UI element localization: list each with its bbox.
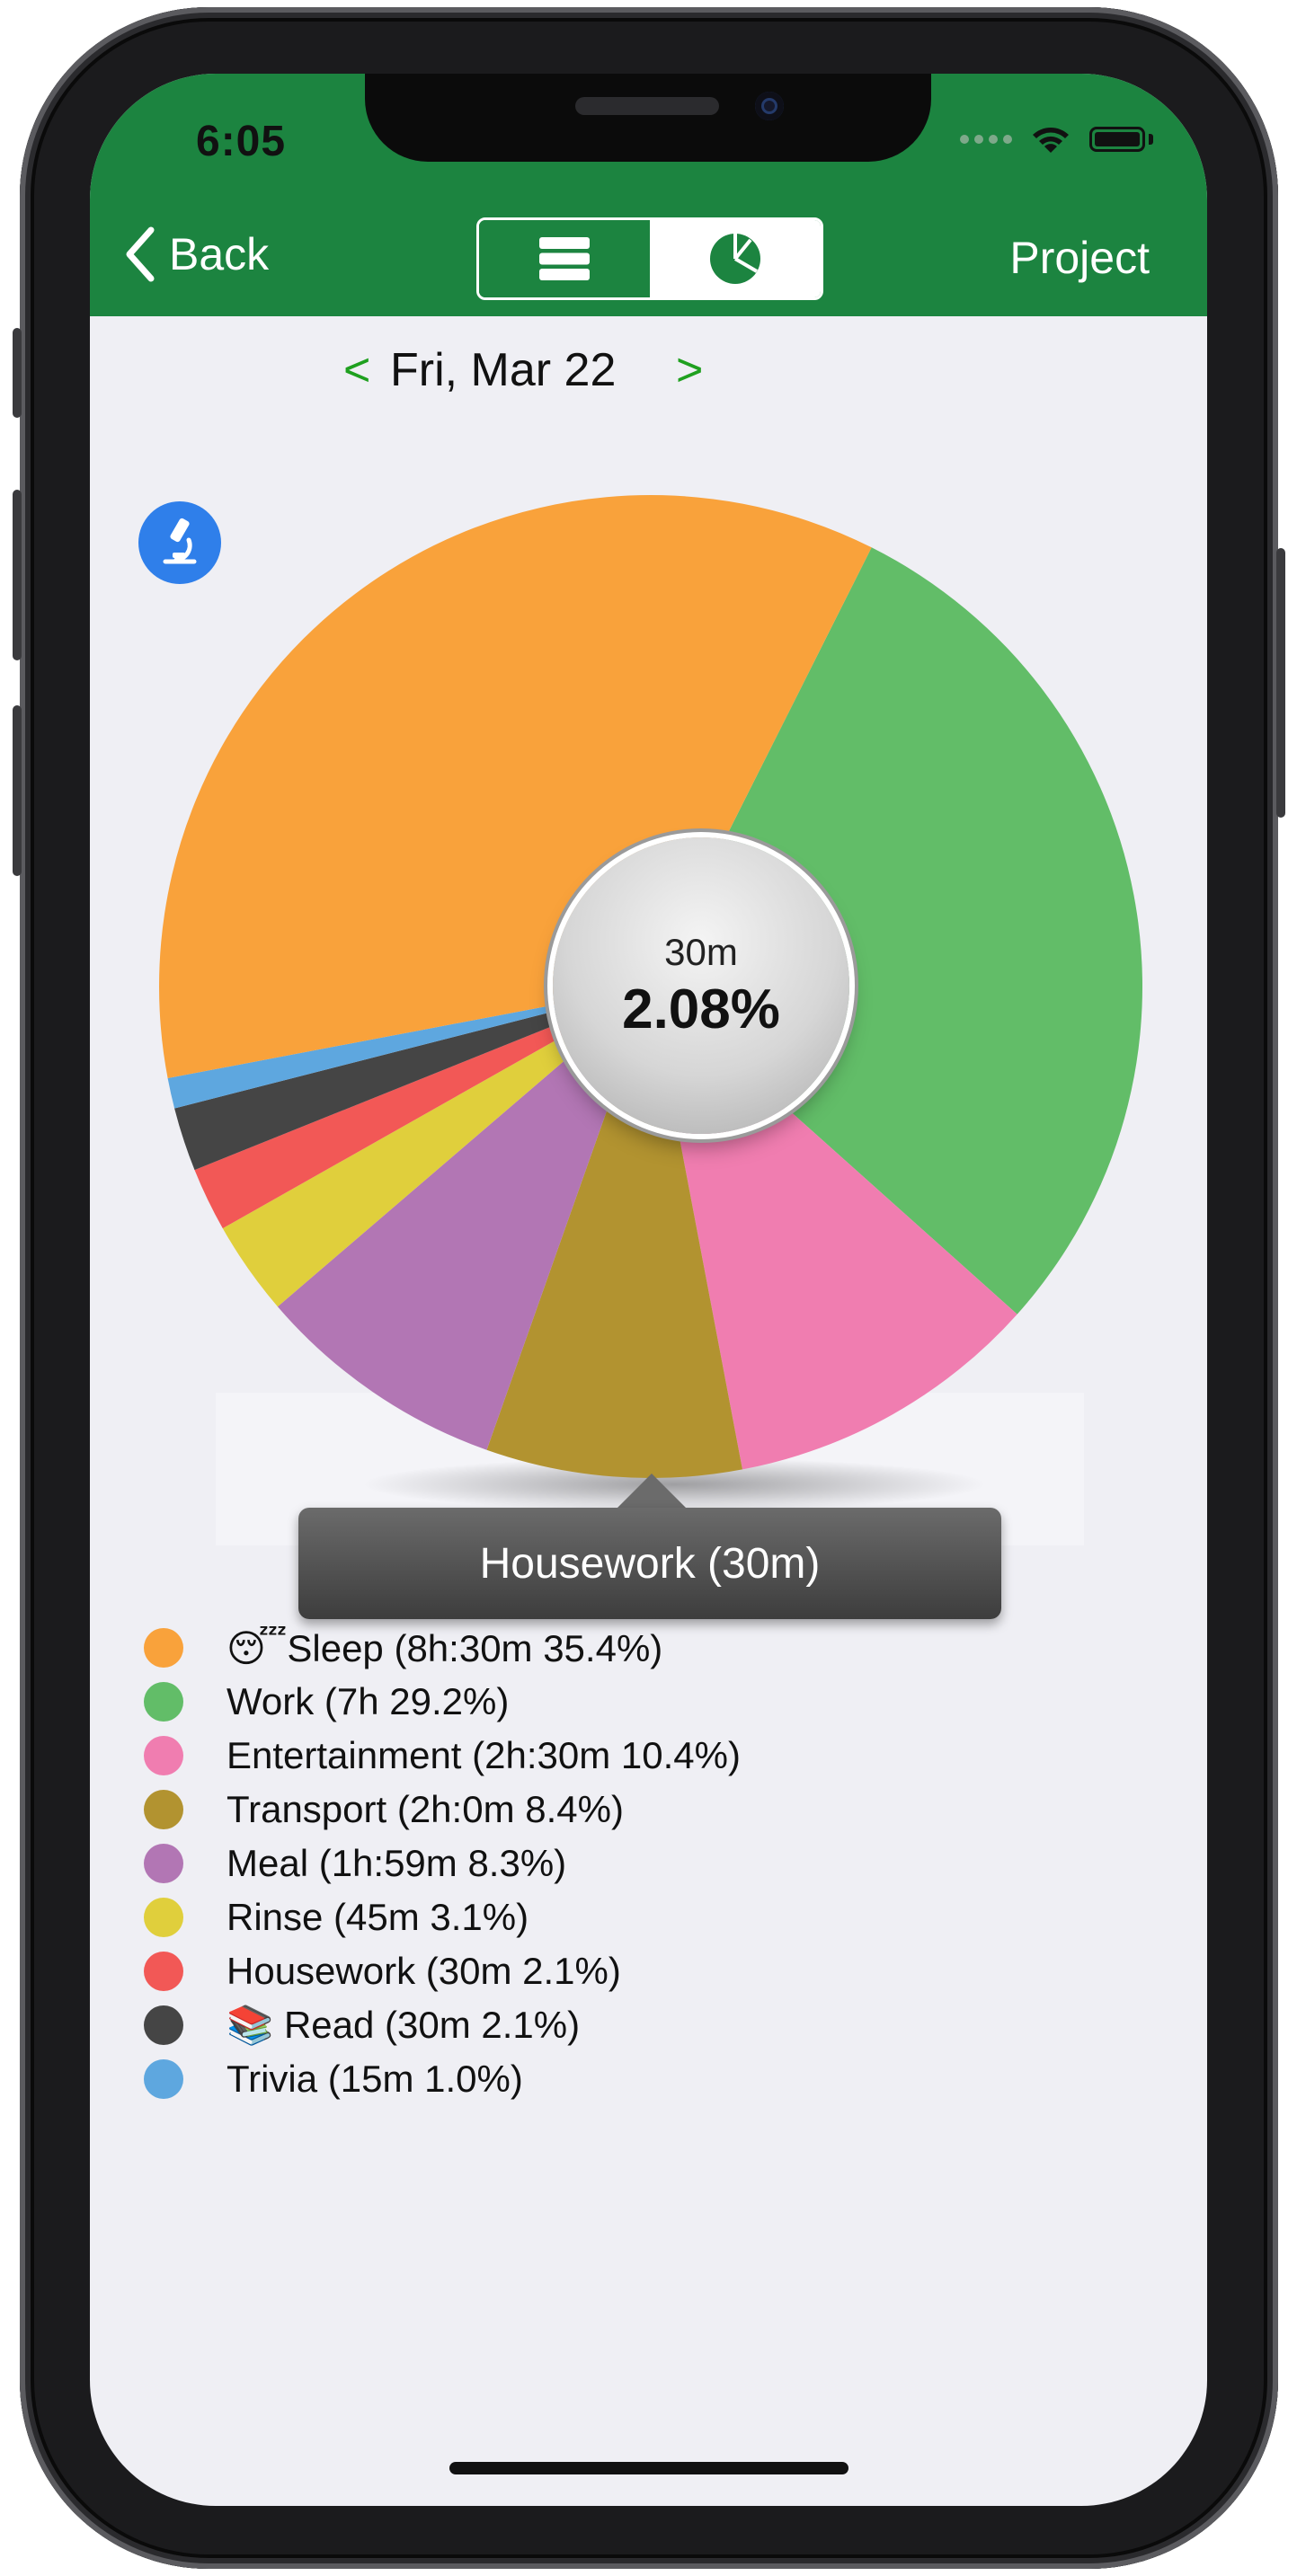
mute-switch: [13, 328, 22, 418]
back-button[interactable]: Back: [124, 226, 269, 282]
status-icons: [960, 122, 1153, 156]
legend-item-rinse[interactable]: Rinse (45m 3.1%): [144, 1890, 1133, 1944]
pie-slice-read[interactable]: [174, 987, 652, 1171]
chevron-left-icon: [126, 226, 155, 282]
legend-item-trivia[interactable]: Trivia (15m 1.0%): [144, 2052, 1133, 2106]
legend-item-transport[interactable]: Transport (2h:0m 8.4%): [144, 1783, 1133, 1837]
pie-center-knob[interactable]: 30m 2.08%: [553, 837, 849, 1134]
legend-item-housework[interactable]: Housework (30m 2.1%): [144, 1944, 1133, 1998]
next-day-button[interactable]: >: [676, 344, 704, 396]
legend-label: Housework (30m 2.1%): [227, 1950, 621, 1992]
legend-color-dot: [144, 2005, 183, 2045]
project-button[interactable]: Project: [1009, 233, 1150, 283]
date-label: Fri, Mar 22: [390, 344, 617, 396]
legend-item-work[interactable]: Work (7h 29.2%): [144, 1675, 1133, 1729]
battery-icon: [1089, 127, 1145, 152]
pie-slice-housework[interactable]: [194, 987, 652, 1229]
selected-duration: 30m: [664, 930, 738, 973]
selection-tooltip: Housework (30m): [298, 1508, 1001, 1619]
legend-item-entertainment[interactable]: Entertainment (2h:30m 10.4%): [144, 1729, 1133, 1783]
pie-slice-meal[interactable]: [277, 987, 651, 1450]
legend-label: Rinse (45m 3.1%): [227, 1896, 529, 1938]
legend-label: 😴Sleep (8h:30m 35.4%): [227, 1626, 663, 1669]
list-icon: [539, 237, 590, 280]
status-time: 6:05: [196, 118, 287, 165]
legend-color-dot: [144, 2059, 183, 2099]
home-indicator[interactable]: [449, 2462, 848, 2474]
power-button: [1276, 548, 1285, 818]
back-label: Back: [169, 229, 270, 279]
segment-pie-view[interactable]: [650, 220, 821, 297]
legend-color-dot: [144, 1844, 183, 1883]
view-segmented-control: [476, 217, 823, 300]
legend-color-dot: [144, 1790, 183, 1829]
legend-item-sleep[interactable]: 😴Sleep (8h:30m 35.4%): [144, 1621, 1133, 1675]
legend-color-dot: [144, 1736, 183, 1775]
pie-slice-rinse[interactable]: [222, 987, 652, 1307]
legend-label: Trivia (15m 1.0%): [227, 2058, 523, 2100]
analysis-button[interactable]: [138, 501, 221, 584]
selected-percent: 2.08%: [622, 978, 780, 1040]
front-camera: [755, 92, 784, 120]
legend-label: Work (7h 29.2%): [227, 1680, 510, 1722]
pie-slice-trivia[interactable]: [167, 987, 652, 1109]
pie-slice-transport[interactable]: [486, 987, 743, 1479]
chart-legend: 😴Sleep (8h:30m 35.4%) Work (7h 29.2%) Ente…: [144, 1621, 1133, 2106]
volume-up-button: [13, 490, 22, 660]
legend-color-dot: [144, 1628, 183, 1668]
wifi-icon: [1033, 128, 1069, 153]
legend-color-dot: [144, 1898, 183, 1937]
pie-chart-icon: [710, 234, 760, 284]
legend-color-dot: [144, 1682, 183, 1722]
previous-day-button[interactable]: <: [343, 344, 371, 396]
segment-list-view[interactable]: [479, 220, 650, 297]
legend-item-read[interactable]: 📚 Read (30m 2.1%): [144, 1998, 1133, 2052]
volume-down-button: [13, 705, 22, 876]
pie-chart[interactable]: [90, 74, 1207, 1601]
pie-slice-work[interactable]: [651, 547, 1143, 1315]
tooltip-arrow: [616, 1474, 688, 1509]
signal-icon: [960, 135, 1012, 144]
legend-label: Transport (2h:0m 8.4%): [227, 1788, 624, 1830]
notch: [365, 74, 931, 162]
legend-label: Meal (1h:59m 8.3%): [227, 1842, 567, 1884]
microscope-icon: [163, 518, 197, 564]
legend-item-meal[interactable]: Meal (1h:59m 8.3%): [144, 1837, 1133, 1890]
screen: 6:05 Back: [90, 74, 1207, 2506]
speaker-grille: [575, 97, 719, 115]
legend-label: 📚 Read (30m 2.1%): [227, 2003, 581, 2046]
legend-label: Entertainment (2h:30m 10.4%): [227, 1734, 741, 1776]
battery-tip: [1149, 134, 1153, 145]
legend-color-dot: [144, 1952, 183, 1991]
date-navigator: < Fri, Mar 22 >: [90, 343, 1207, 415]
pie-slice-sleep[interactable]: [159, 495, 872, 1078]
